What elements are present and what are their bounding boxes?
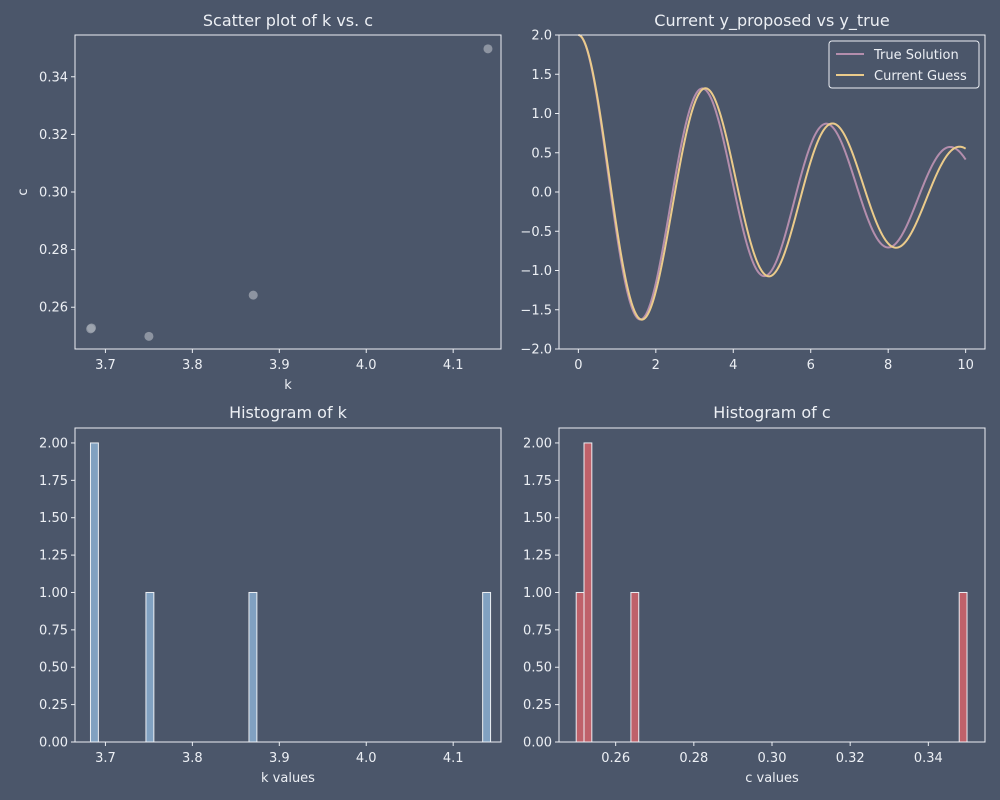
hist-k-xtick-label: 4.1 (443, 751, 464, 766)
hist-c-ytick-label: 0.25 (523, 698, 552, 713)
hist-c-xtick-label: 0.34 (914, 751, 943, 766)
scatter-ytick-label: 0.32 (39, 128, 68, 143)
hist-k-bar (89, 442, 99, 743)
hist-c-ytick-label: 0.75 (523, 623, 552, 638)
hist-c-xlabel: c values (745, 771, 799, 786)
scatter-xlabel: k (284, 378, 292, 393)
line-series-current-guess (578, 34, 967, 321)
hist-k-xlabel: k values (261, 771, 315, 786)
legend-label-true-solution: True Solution (873, 48, 959, 63)
hist-c-xtick-label: 0.32 (836, 751, 865, 766)
lines-xtick-label: 0 (574, 358, 582, 373)
hist-k-xtick-label: 3.8 (182, 751, 203, 766)
hist-k-ytick-label: 1.25 (39, 549, 68, 564)
hist-k-ytick-label: 1.00 (39, 586, 68, 601)
hist-c-axes-frame (558, 427, 986, 743)
legend-label-current-guess: Current Guess (874, 69, 967, 84)
scatter-xtick-label: 3.9 (269, 358, 290, 373)
scatter-points (86, 44, 493, 341)
scatter-ylabel: c (16, 188, 31, 195)
hist-k-ytick-label: 2.00 (39, 436, 68, 451)
hist-c-ytick-label: 1.50 (523, 511, 552, 526)
scatter-point (483, 44, 493, 54)
hist-k-xtick-label: 3.7 (95, 751, 116, 766)
scatter-xtick-label: 3.7 (95, 358, 116, 373)
hist-k-ytick-label: 0.00 (39, 736, 68, 751)
lines-ytick-label: 2.0 (531, 29, 552, 44)
scatter-xtick-label: 4.0 (356, 358, 377, 373)
hist-k-xtick-label: 3.9 (269, 751, 290, 766)
hist-c-ticks: 0.26 0.28 0.30 0.32 0.34 0.00 0.25 0.50 0.75 1.00… (523, 436, 943, 766)
hist-c-bar (575, 591, 585, 743)
hist-c-ytick-label: 2.00 (523, 436, 552, 451)
scatter-xtick-label: 4.1 (443, 358, 464, 373)
lines-xtick-label: 8 (884, 358, 892, 373)
hist-k-ticks: 3.7 3.8 3.9 4.0 4.1 0.00 0.25 0.50 0.75 1.00 1.25 1… (39, 436, 463, 766)
hist-k-bar (482, 591, 492, 743)
hist-c-title: Histogram of c (713, 403, 830, 422)
scatter-ytick-label: 0.26 (39, 301, 68, 316)
line-series (578, 34, 967, 321)
scatter-axes-frame (74, 34, 502, 350)
hist-c-ytick-label: 1.75 (523, 474, 552, 489)
hist-k-xtick-label: 4.0 (356, 751, 377, 766)
scatter-point (144, 331, 154, 341)
scatter-ticks: 3.7 3.8 3.9 4.0 4.1 0.26 0.28 0.30 0.32 0.34 (39, 70, 463, 373)
scatter-ytick-label: 0.30 (39, 186, 68, 201)
line-axes-frame (558, 34, 986, 350)
legend-box (828, 40, 980, 89)
hist-c-bar (583, 442, 593, 743)
lines-ytick-label: 0.5 (531, 146, 552, 161)
lines-ytick-label: 0.0 (531, 186, 552, 201)
line-panel: Current y_proposed vs y_true 0 2 4 6 8 10 −2.0… (520, 11, 986, 374)
hist-k-ytick-label: 0.75 (39, 623, 68, 638)
hist-c-xtick-label: 0.28 (679, 751, 708, 766)
lines-ytick-label: 1.5 (531, 68, 552, 83)
lines-ytick-label: −1.5 (520, 303, 552, 318)
line-title: Current y_proposed vs y_true (654, 11, 889, 31)
line-ticks: 0 2 4 6 8 10 −2.0 −1.5 −1.0 −0.5 0.0 0.5 1.0 1.5 2.0 (520, 29, 973, 374)
scatter-panel: Scatter plot of k vs. c k c 3.7 3.8 3.9 4.0… (16, 11, 502, 393)
lines-ytick-label: 1.0 (531, 107, 552, 122)
hist-c-xtick-label: 0.26 (601, 751, 630, 766)
scatter-ytick-label: 0.28 (39, 243, 68, 258)
hist-c-ytick-label: 1.00 (523, 586, 552, 601)
lines-xtick-label: 2 (652, 358, 660, 373)
scatter-point (248, 290, 258, 300)
hist-c-panel: Histogram of c c values 0.26 0.28 0.30 0.32… (523, 403, 986, 786)
lines-ytick-label: −1.0 (520, 264, 552, 279)
hist-k-bar (248, 591, 258, 743)
hist-k-ytick-label: 1.75 (39, 474, 68, 489)
hist-k-bar (145, 591, 155, 743)
hist-c-ytick-label: 0.50 (523, 661, 552, 676)
hist-c-bar (630, 591, 640, 743)
lines-xtick-label: 10 (957, 358, 974, 373)
hist-c-ytick-label: 1.25 (523, 549, 552, 564)
hist-k-panel: Histogram of k k values 3.7 3.8 3.9 4.0 4.1 0… (39, 403, 502, 786)
hist-k-ytick-label: 0.25 (39, 698, 68, 713)
lines-ytick-label: −2.0 (520, 343, 552, 358)
hist-k-ytick-label: 1.50 (39, 511, 68, 526)
scatter-point (87, 323, 97, 333)
scatter-ytick-label: 0.34 (39, 70, 68, 85)
lines-xtick-label: 6 (807, 358, 815, 373)
hist-k-ytick-label: 0.50 (39, 661, 68, 676)
hist-k-axes-frame (74, 427, 502, 743)
lines-ytick-label: −0.5 (520, 225, 552, 240)
line-legend: True Solution Current Guess (828, 40, 980, 89)
lines-xtick-label: 4 (729, 358, 737, 373)
hist-c-bar (958, 591, 968, 743)
scatter-title: Scatter plot of k vs. c (203, 11, 373, 30)
hist-k-title: Histogram of k (229, 403, 348, 422)
hist-c-xtick-label: 0.30 (758, 751, 787, 766)
scatter-xtick-label: 3.8 (182, 358, 203, 373)
hist-c-ytick-label: 0.00 (523, 736, 552, 751)
